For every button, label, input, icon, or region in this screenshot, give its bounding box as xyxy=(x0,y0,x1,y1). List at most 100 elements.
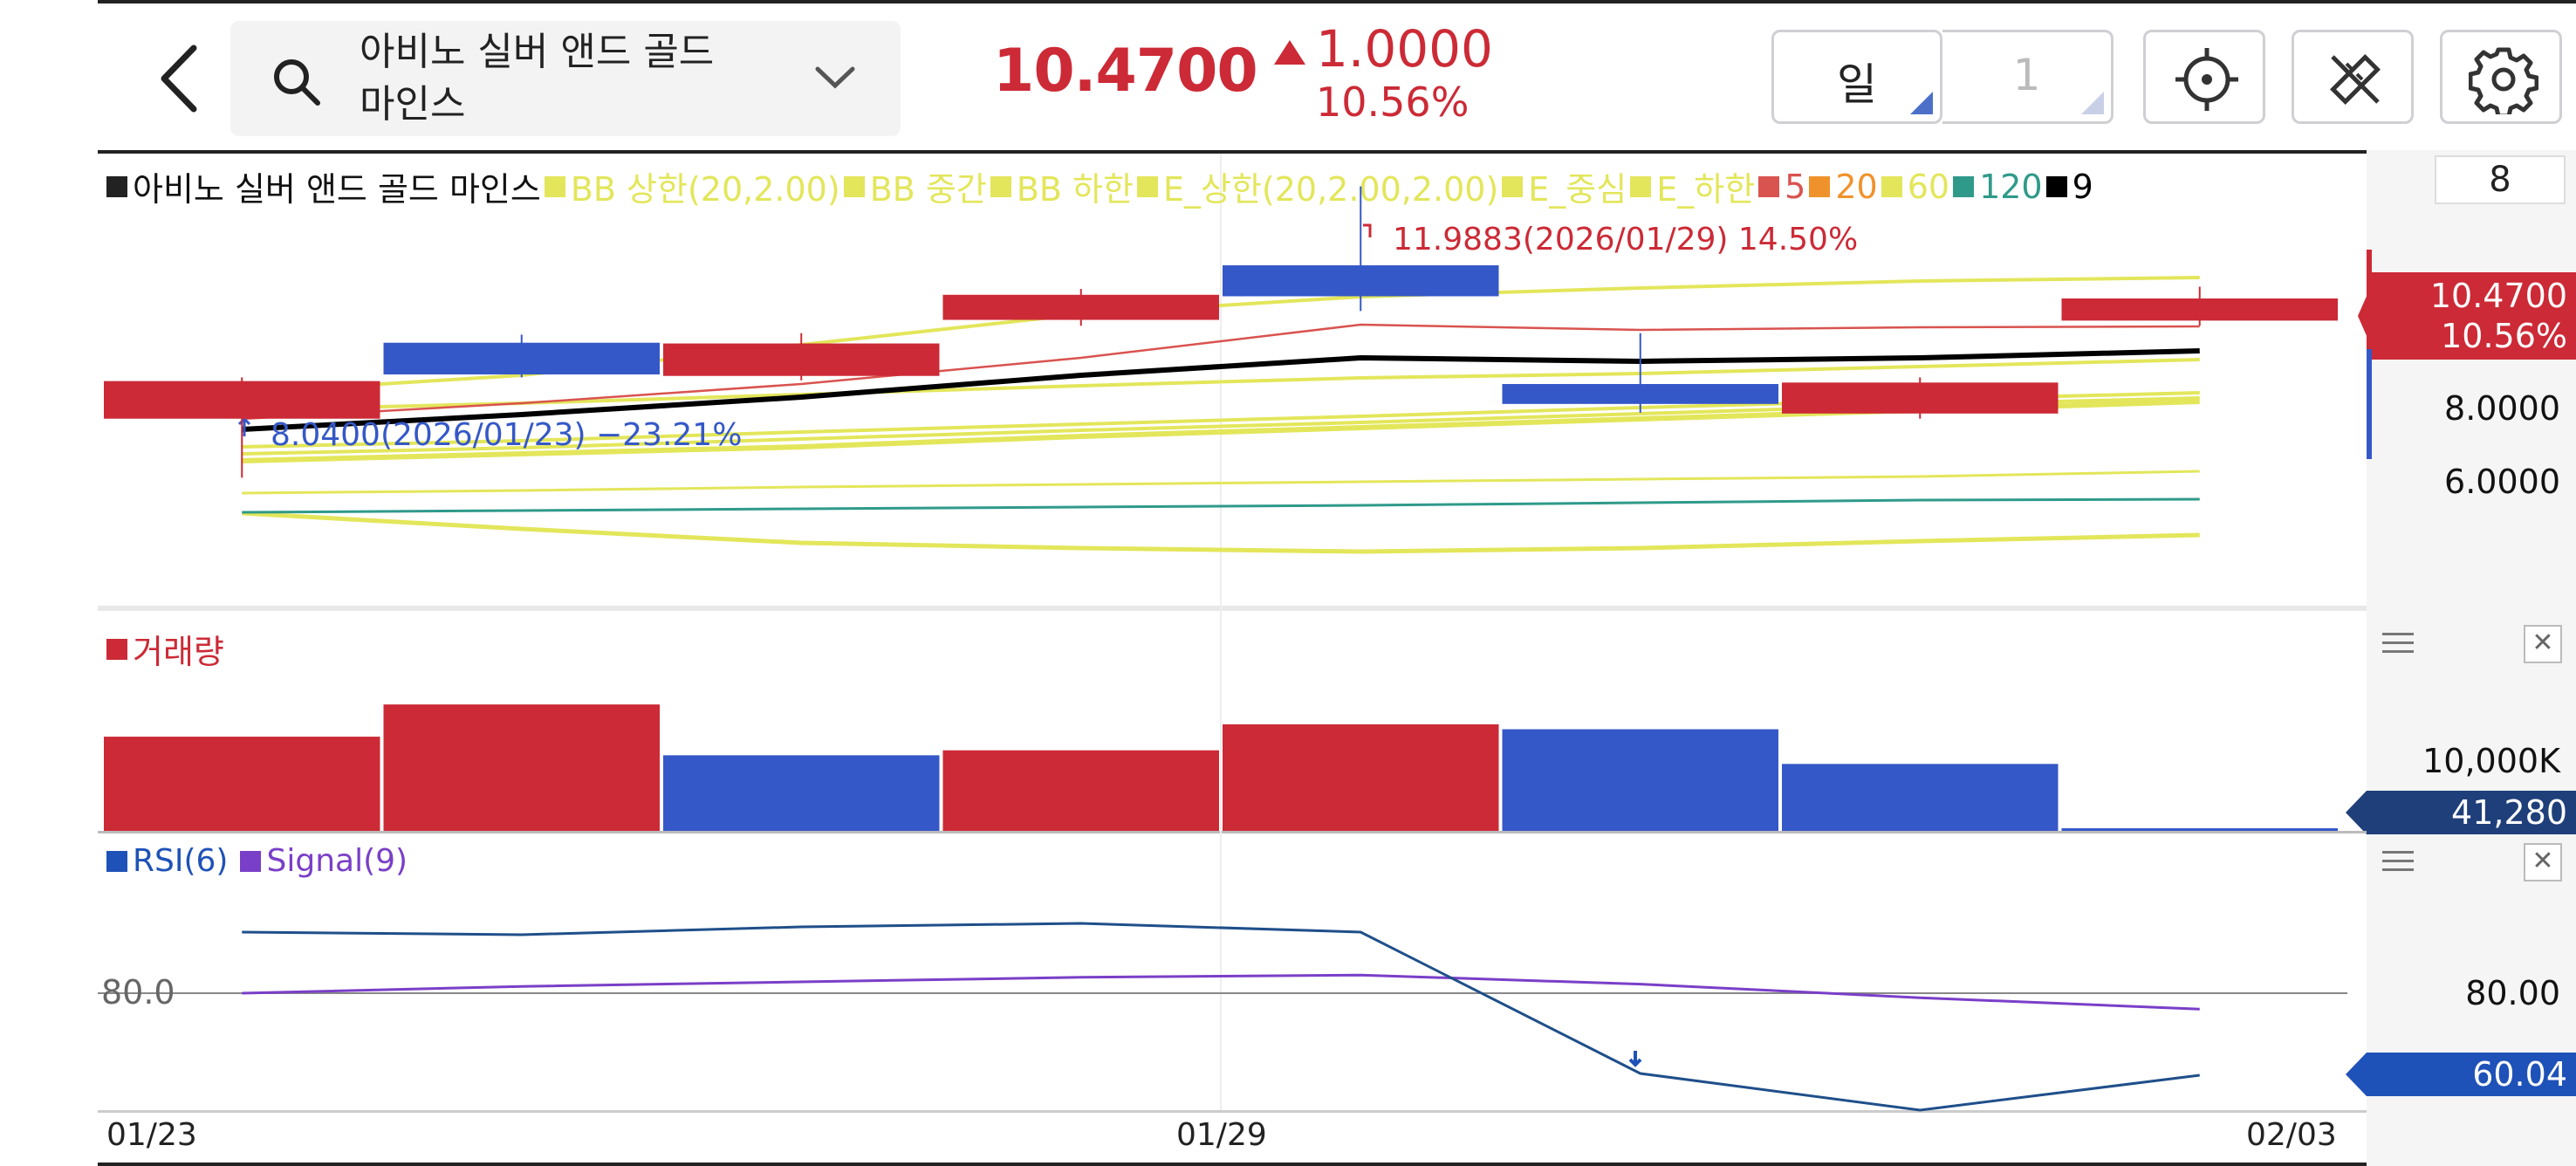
legend-swatch xyxy=(1758,175,1780,197)
volume-bar xyxy=(1782,764,2059,831)
legend-swatch xyxy=(1136,175,1158,197)
ma120-line xyxy=(242,497,2200,514)
legend-label: E_하한 xyxy=(1656,170,1756,209)
candle-body xyxy=(1223,264,1499,297)
rsi-axis-label: 80.00 xyxy=(2465,974,2560,1012)
signal-line xyxy=(242,973,2200,1011)
crosshair-button[interactable] xyxy=(2143,30,2265,124)
price-axis-label: 8.0000 xyxy=(2444,389,2560,428)
volume-bar xyxy=(383,704,660,831)
low-annotation: 8.0400(2026/01/23) −23.21% xyxy=(271,417,742,453)
volume-axis-label: 10,000K xyxy=(2422,742,2560,780)
candle-body xyxy=(104,381,380,419)
price-axis-label: 6.0000 xyxy=(2444,463,2560,501)
visible-count-box[interactable]: 8 xyxy=(2435,155,2566,204)
volume-bar xyxy=(1223,724,1499,831)
price-legend-item: 5 xyxy=(1758,168,1805,206)
bb-upper-line xyxy=(242,276,2200,394)
low-marker-icon xyxy=(237,416,251,436)
candle-body xyxy=(663,343,940,376)
rsi-legend-swatch xyxy=(106,850,127,872)
legend-label: 5 xyxy=(1785,167,1806,206)
crosshair-vertical-guide xyxy=(1220,154,1222,1110)
legend-label: 9 xyxy=(2072,167,2093,206)
search-icon xyxy=(274,59,320,106)
period-type-button[interactable]: 일 xyxy=(1771,30,1942,124)
price-change: 1.0000 xyxy=(1316,19,1493,79)
volume-bar xyxy=(1502,729,1778,831)
price-range-bar xyxy=(2367,349,2372,459)
bb-middle-line xyxy=(242,358,2200,412)
stock-name-line1: 아비노 실버 앤드 골드 xyxy=(360,30,715,74)
stock-search-box[interactable]: 아비노 실버 앤드 골드 마인스 xyxy=(230,21,901,136)
high-annotation: 11.9883(2026/01/29) 14.50% xyxy=(1393,222,1858,257)
rsi-close-icon[interactable]: ✕ xyxy=(2524,843,2562,881)
bottom-border xyxy=(98,1163,2367,1166)
candle-body xyxy=(2061,298,2338,321)
x-axis-line xyxy=(98,1110,2367,1113)
price-legend-item: 20 xyxy=(1809,167,1878,206)
volume-legend: 거래량 xyxy=(106,625,224,673)
dropdown-corner-icon xyxy=(1910,92,1933,114)
price-legend-item: E_상한(20,2.00,2.00) xyxy=(1136,162,1499,210)
volume-rsi-divider[interactable] xyxy=(98,831,2367,833)
volume-bars xyxy=(104,704,2338,831)
volume-legend-swatch xyxy=(106,638,127,660)
dropdown-corner-icon xyxy=(2081,92,2104,114)
legend-swatch xyxy=(106,175,127,197)
rsi-menu-icon[interactable] xyxy=(2382,845,2414,877)
signal-legend-swatch xyxy=(240,850,262,872)
price-volume-divider[interactable] xyxy=(98,606,2367,611)
volume-bar xyxy=(2061,828,2338,831)
period-count-button[interactable]: 1 xyxy=(1942,30,2114,124)
ma9-line xyxy=(242,348,2200,432)
candle-body xyxy=(1502,384,1778,404)
price-legend-item: BB 상한(20,2.00) xyxy=(544,162,840,210)
price-legend-item: E_하한 xyxy=(1630,162,1755,210)
bb-lower-line xyxy=(242,511,2200,554)
crosshair-icon xyxy=(2175,48,2238,111)
chart-canvas[interactable]: 11.9883(2026/01/29) 14.50% 8.0400(2026/0… xyxy=(0,0,2367,1166)
back-arrow-icon xyxy=(161,45,197,113)
legend-swatch xyxy=(1502,175,1524,197)
price-legend-item: 아비노 실버 앤드 골드 마인스 xyxy=(106,162,541,210)
current-price-tag: 10.4700 10.56% xyxy=(2358,272,2576,360)
price-legend-item: BB 중간 xyxy=(843,162,987,210)
rsi-current-tag: 60.04 xyxy=(2346,1053,2576,1096)
legend-swatch xyxy=(1953,175,1975,197)
legend-label: E_상한(20,2.00,2.00) xyxy=(1162,170,1499,209)
back-button[interactable] xyxy=(148,39,209,118)
legend-swatch xyxy=(1809,175,1831,197)
header: 아비노 실버 앤드 골드 마인스 10.4700 1.0000 10.56% 일… xyxy=(0,0,2576,150)
legend-label: 20 xyxy=(1835,167,1878,206)
ma5-line xyxy=(242,323,2200,421)
legend-label: 아비노 실버 앤드 골드 마인스 xyxy=(133,170,541,209)
price-panel-top-border xyxy=(98,150,2367,154)
legend-label: BB 중간 xyxy=(869,170,987,209)
legend-swatch xyxy=(990,175,1011,197)
legend-label: BB 하한 xyxy=(1016,170,1134,209)
settings-button[interactable] xyxy=(2440,30,2562,124)
volume-bar xyxy=(942,750,1219,831)
high-marker-icon xyxy=(1363,223,1372,237)
price-change-percent: 10.56% xyxy=(1316,79,1470,126)
legend-label: 120 xyxy=(1979,167,2043,206)
legend-swatch xyxy=(1630,175,1652,197)
chevron-down-icon[interactable] xyxy=(813,65,857,91)
candle-body xyxy=(383,342,660,375)
header-divider xyxy=(98,0,2576,3)
volume-close-icon[interactable]: ✕ xyxy=(2524,625,2562,663)
volume-menu-icon[interactable] xyxy=(2382,627,2414,659)
current-price-tag-pct: 10.56% xyxy=(2441,317,2567,355)
x-axis-label: 01/29 xyxy=(1176,1117,1267,1153)
candles xyxy=(104,186,2338,478)
period-count-label: 1 xyxy=(2012,50,2041,100)
price-legend-item: E_중심 xyxy=(1502,162,1627,210)
price-legend-item: 60 xyxy=(1881,168,1949,206)
current-price-tag-price: 10.4700 xyxy=(2429,277,2567,315)
rsi-legend: RSI(6) Signal(9) xyxy=(106,843,408,879)
drawing-tools-button[interactable] xyxy=(2292,30,2414,124)
up-triangle-icon xyxy=(1274,40,1305,65)
legend-label: 60 xyxy=(1907,167,1950,206)
rsi-legend-label: RSI(6) xyxy=(133,843,229,879)
